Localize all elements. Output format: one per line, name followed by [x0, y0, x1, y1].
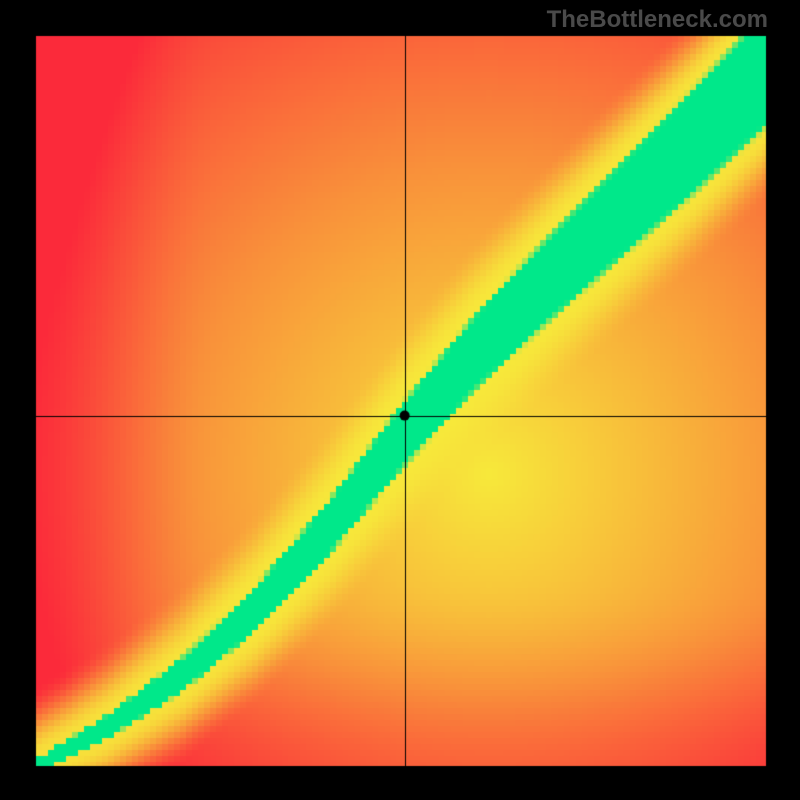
chart-container: TheBottleneck.com	[0, 0, 800, 800]
bottleneck-heatmap	[0, 0, 800, 800]
source-watermark: TheBottleneck.com	[547, 6, 768, 34]
